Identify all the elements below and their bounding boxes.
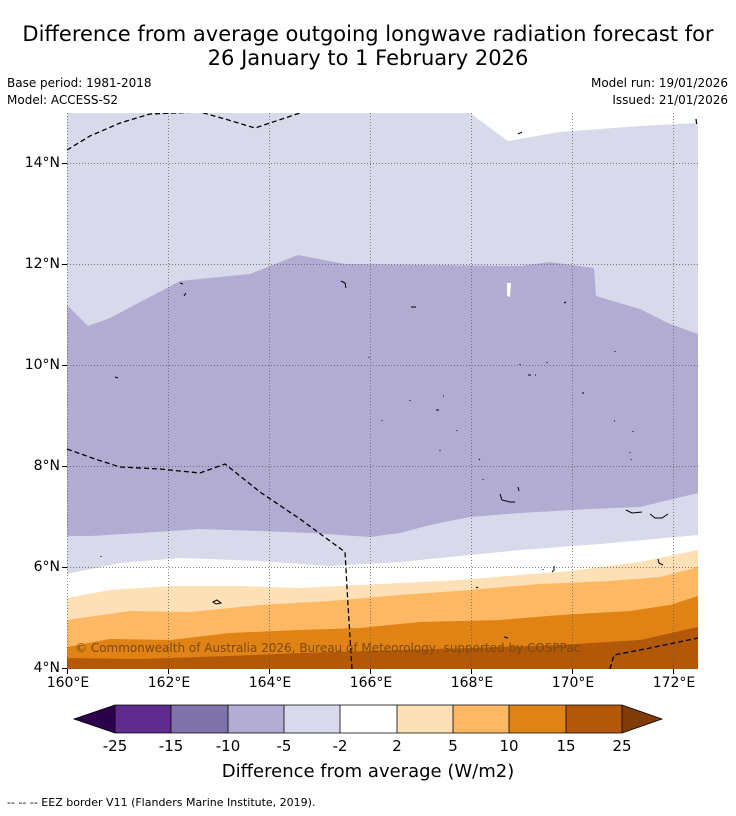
lon-label-164e: 164°E bbox=[248, 675, 292, 691]
eez-footnote: -- -- -- EEZ border V11 (Flanders Marine… bbox=[7, 796, 316, 809]
eez-border-central bbox=[67, 448, 353, 669]
island bbox=[100, 556, 664, 589]
eez-borders bbox=[67, 113, 698, 669]
island bbox=[625, 452, 669, 519]
anomaly-field bbox=[67, 113, 698, 669]
colorbar-tick: -25 bbox=[102, 737, 128, 755]
island bbox=[517, 131, 523, 135]
colorbar-segment bbox=[284, 705, 340, 733]
base-period: Base period: 1981-2018 bbox=[7, 76, 152, 90]
lon-label-162e: 162°E bbox=[147, 675, 191, 691]
island bbox=[114, 351, 616, 394]
model-name: Model: ACCESS-S2 bbox=[7, 93, 119, 107]
island bbox=[478, 458, 520, 503]
title-line-2: 26 January to 1 February 2026 bbox=[207, 46, 529, 70]
colorbar bbox=[72, 704, 664, 734]
meta-left: Base period: 1981-2018 Model: ACCESS-S2 bbox=[7, 75, 152, 109]
lat-label-6n: 6°N bbox=[33, 559, 60, 575]
colorbar-extend-low bbox=[74, 705, 115, 733]
colorbar-tick: -15 bbox=[158, 737, 184, 755]
eez-border-ne bbox=[695, 118, 698, 127]
white-patch bbox=[507, 283, 511, 297]
colorbar-tick: -5 bbox=[276, 737, 292, 755]
colorbar-title: Difference from average (W/m2) bbox=[221, 761, 515, 782]
band-neg10-neg5 bbox=[67, 255, 698, 537]
band-neg2-2-top bbox=[470, 113, 698, 141]
islands bbox=[100, 131, 669, 639]
axis-ticks bbox=[62, 163, 674, 674]
lat-label-10n: 10°N bbox=[24, 357, 60, 373]
colorbar-tick: 25 bbox=[612, 737, 632, 755]
band-15-25 bbox=[67, 627, 698, 669]
colorbar-segment bbox=[453, 705, 509, 733]
lon-label-168e: 168°E bbox=[450, 675, 494, 691]
lon-label-170e: 170°E bbox=[551, 675, 595, 691]
model-run: Model run: 19/01/2026 bbox=[590, 76, 728, 90]
copyright-notice: © Commonwealth of Australia 2026, Bureau… bbox=[75, 641, 581, 655]
colorbar-segment bbox=[509, 705, 566, 733]
colorbar-segment bbox=[566, 705, 622, 733]
lon-label-160e: 160°E bbox=[46, 675, 90, 691]
colorbar-tick: 5 bbox=[448, 737, 458, 755]
lon-label-166e: 166°E bbox=[349, 675, 393, 691]
island bbox=[381, 395, 634, 451]
island bbox=[212, 599, 509, 639]
colorbar-segment bbox=[228, 705, 284, 733]
graticule bbox=[67, 113, 698, 669]
lon-label-172e: 172°E bbox=[652, 675, 696, 691]
colorbar-segment bbox=[397, 705, 453, 733]
map-title: Difference from average outgoing longwav… bbox=[0, 22, 736, 70]
colorbar-tick: -10 bbox=[215, 737, 241, 755]
lat-label-8n: 8°N bbox=[33, 458, 60, 474]
colorbar-segment bbox=[115, 705, 171, 733]
colorbar-tick: 10 bbox=[499, 737, 519, 755]
lat-label-14n: 14°N bbox=[24, 155, 60, 171]
colorbar-extend-high bbox=[622, 705, 662, 733]
island bbox=[368, 301, 567, 358]
island bbox=[179, 280, 347, 297]
colorbar-tick: -2 bbox=[332, 737, 348, 755]
lat-label-4n: 4°N bbox=[33, 660, 60, 676]
colorbar-segment bbox=[171, 705, 228, 733]
lat-label-12n: 12°N bbox=[24, 256, 60, 272]
colorbar-segment bbox=[340, 705, 397, 733]
eez-border-north bbox=[67, 113, 301, 151]
title-line-1: Difference from average outgoing longwav… bbox=[22, 22, 714, 46]
colorbar-tick: 2 bbox=[392, 737, 402, 755]
eez-border-south bbox=[609, 637, 698, 669]
meta-right: Model run: 19/01/2026 Issued: 21/01/2026 bbox=[591, 75, 728, 109]
colorbar-tick: 15 bbox=[556, 737, 576, 755]
issued-date: Issued: 21/01/2026 bbox=[612, 93, 728, 107]
